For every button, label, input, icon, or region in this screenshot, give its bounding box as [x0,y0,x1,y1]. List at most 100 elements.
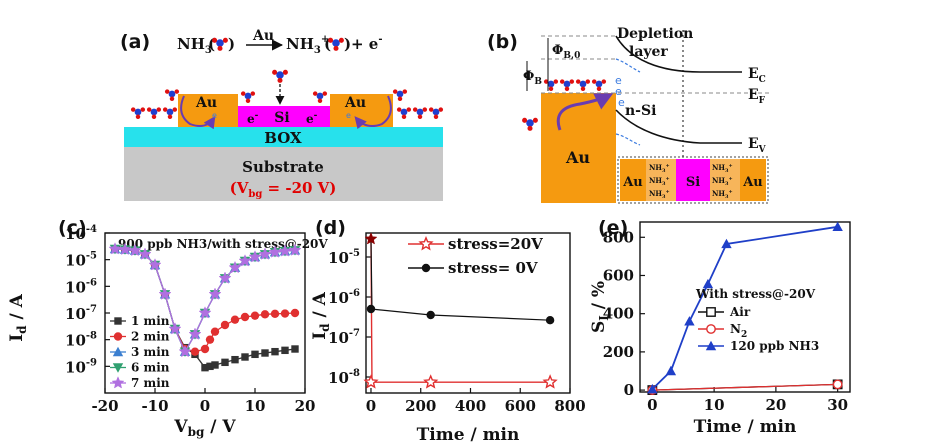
xtick-label-d: 200 [405,397,436,415]
ytick-label-c: 10-5 [65,251,97,270]
data-point [198,306,212,319]
xtick-label-c: -20 [91,397,118,415]
phi-b0-label: ΦB,0 [552,43,580,61]
reactant-label: NH3 [177,35,212,56]
electron-transfer-arrow [556,93,614,131]
electron-product-label: + e- [351,34,383,53]
legend-marker [112,363,124,373]
xtick-label-c: 20 [295,397,316,415]
xtick-label-e: 10 [704,396,725,414]
ticks-e: 0 10 20 30 0 200 400 600 800 [603,228,848,414]
data-point [290,308,300,318]
legend-marker [113,332,123,341]
data-point [721,238,732,249]
xtick-label-c: 10 [245,397,266,415]
legend-label: 6 min [131,361,170,375]
svg-text:NH3+: NH3+ [649,176,670,187]
xlabel-d: Time / min [417,425,520,445]
data-point [258,247,272,260]
legend-marker [706,324,716,334]
legend-marker [421,263,431,273]
depletion-label-2: layer [629,44,668,60]
xtick-label-d: 800 [554,397,585,415]
ytick-label-c: 10-4 [65,224,97,243]
box-label: BOX [264,129,302,147]
au-band-block [541,93,616,203]
data-point [228,260,242,274]
data-point [260,310,270,319]
ytick-label-e: 600 [603,266,634,284]
svg-text:(: ( [324,35,331,53]
ytick-label-e: 200 [603,343,634,361]
legend-marker [706,307,716,317]
legend-label: 120 ppb NH3 [730,339,819,353]
data-point [190,347,200,356]
data-point [366,304,376,314]
electron-3: e [618,96,625,109]
xtick-label-e: 20 [765,396,786,414]
xlabel-c: Vbg / V [173,417,236,439]
series-c [108,242,302,372]
data-point [426,310,435,320]
legend-marker [705,340,717,351]
svg-text:): ) [344,35,351,53]
au-right-label: Au [344,95,366,111]
panel-e: (e) 0 10 20 30 0 200 400 600 800 With stress@-20… [589,217,851,437]
data-point [271,347,279,356]
data-point [221,358,229,367]
ytick-label-d: 10-5 [328,248,360,267]
data-point [363,374,379,389]
data-point [206,362,214,371]
ec-label: EC [748,66,766,85]
data-point [288,243,302,256]
ytick-label-e: 400 [603,305,634,323]
conduction-band-curve [615,35,742,73]
legend-label: 1 min [131,314,170,328]
ytick-label-d: 10-8 [328,368,360,387]
data-point [220,320,230,330]
ytick-label-c: 10-7 [65,304,97,323]
ytick-label-c: 10-9 [65,357,97,376]
svg-text:Au: Au [742,175,763,190]
electron-path-right [354,95,392,130]
svg-text:NH3+: NH3+ [712,163,733,174]
data-point [158,287,172,300]
valence-band-curve [615,109,742,144]
legend-marker [114,317,122,325]
ytick-label-c: 10-6 [65,277,97,296]
xtick-label-c: 0 [200,397,210,415]
box-layer [124,127,443,147]
data-point [230,315,240,324]
panel-label-c: (c) [58,217,87,239]
electron-right-label: e- [306,111,318,126]
data-point [188,327,202,340]
ytick-label-e: 0 [624,381,634,399]
legend-marker [111,376,125,389]
data-point [280,309,290,318]
substrate-layer [124,146,443,201]
si-label: Si [274,110,289,126]
electron-1: e [615,74,622,87]
xtick-label-e: 30 [827,396,848,414]
product-label: NH3+ [286,34,329,56]
si-channel [210,106,358,127]
series-line-N2 [652,383,838,391]
xtick-label-d: 600 [505,397,536,415]
nh3-au-icon [522,117,538,131]
panel-label-b: (b) [487,31,518,53]
data-point [211,361,219,369]
data-point [200,344,210,354]
data-point [240,312,250,322]
ylabel-c: Id / A [7,293,29,341]
depletion-label-1: Depletion [617,26,693,42]
data-point [128,243,142,257]
legend-title-e: With stress@-20V [695,287,816,301]
data-point [168,322,182,335]
ef-label: EF [748,87,766,106]
ytick-label-c: 10-8 [65,331,97,350]
au-left-label: Au [195,95,217,111]
legend-label: 7 min [131,376,170,390]
catalyst-label: Au [252,28,274,44]
data-point [832,379,843,390]
